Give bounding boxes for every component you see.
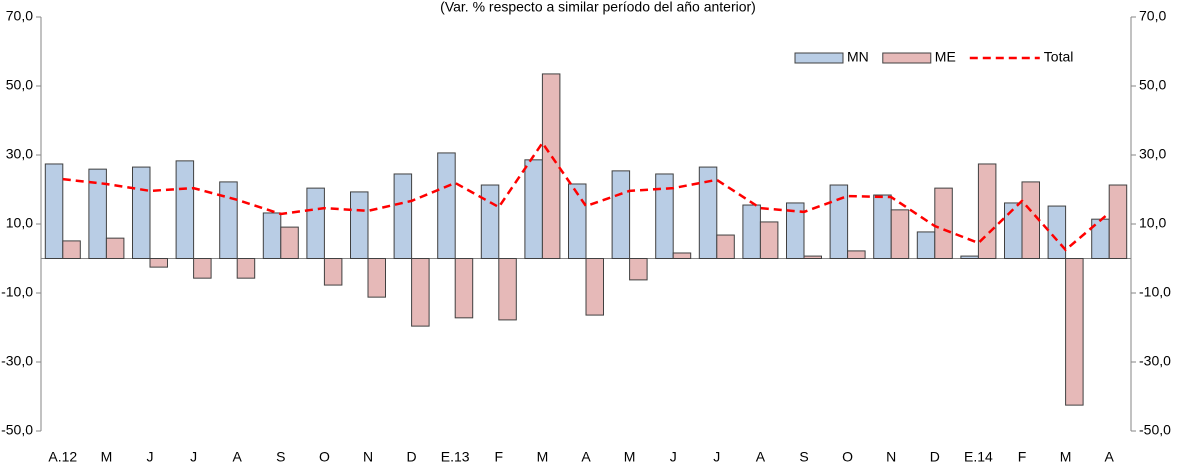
bar [524, 159, 543, 259]
y2-tick-label: -10,0 [1139, 284, 1171, 300]
bar [629, 258, 648, 281]
bar [306, 187, 325, 259]
legend-swatch [882, 52, 932, 64]
bar [393, 173, 413, 260]
bar [262, 212, 282, 260]
bar [742, 204, 761, 259]
bar [88, 168, 107, 260]
bar [829, 184, 849, 259]
x-tick-label: E.13 [441, 449, 470, 465]
bar [350, 191, 369, 259]
bar [698, 166, 718, 259]
bar [175, 160, 195, 260]
bar [149, 258, 168, 268]
x-tick-label: J [147, 449, 154, 465]
x-tick-label: O [319, 449, 330, 465]
legend-label: ME [935, 49, 956, 65]
y-tick-label: 70,0 [6, 8, 33, 24]
y-tick-label: 10,0 [6, 215, 33, 231]
y2-tick-label: -30,0 [1139, 353, 1171, 369]
bar [977, 163, 997, 259]
bar [62, 240, 81, 259]
x-tick-label: M [537, 449, 549, 465]
y-tick-label: -50,0 [1, 422, 33, 438]
bar [236, 258, 256, 279]
x-tick-label: S [276, 449, 285, 465]
y2-tick-label: -50,0 [1139, 422, 1171, 438]
x-tick-label: F [495, 449, 504, 465]
bar [873, 194, 892, 260]
bar [1047, 205, 1067, 259]
bar [759, 221, 779, 259]
bar [498, 258, 517, 321]
bar [44, 163, 64, 259]
bar [934, 187, 953, 259]
bar [367, 258, 386, 298]
bar [193, 258, 212, 279]
bar [132, 166, 151, 259]
bar [716, 234, 735, 259]
y-tick-label: -30,0 [1, 353, 33, 369]
bar [219, 181, 238, 259]
bar [847, 250, 866, 260]
legend-swatch [794, 52, 844, 64]
bar [454, 258, 474, 319]
chart-subtitle: (Var. % respecto a similar período del a… [440, 0, 756, 15]
x-tick-label: S [799, 449, 808, 465]
bar [786, 202, 805, 259]
x-tick-label: A [756, 449, 766, 465]
y2-tick-label: 10,0 [1139, 215, 1166, 231]
bar [960, 255, 979, 259]
bar [541, 73, 561, 259]
bar [437, 152, 456, 259]
legend-label: Total [1044, 49, 1074, 65]
x-tick-label: J [190, 449, 197, 465]
bar [916, 231, 936, 259]
y2-tick-label: 70,0 [1139, 8, 1166, 24]
x-tick-label: A [233, 449, 243, 465]
bar [655, 173, 674, 260]
x-tick-label: N [886, 449, 896, 465]
bar [1108, 184, 1128, 259]
bar [323, 258, 343, 286]
bar [1021, 181, 1040, 259]
x-tick-label: M [624, 449, 636, 465]
x-tick-label: N [363, 449, 373, 465]
line [62, 140, 1111, 252]
bar [611, 170, 631, 259]
x-tick-label: A [581, 449, 591, 465]
bar [1065, 258, 1084, 406]
bar [411, 258, 430, 327]
x-tick-label: J [713, 449, 720, 465]
bar [568, 183, 587, 259]
bar [480, 184, 500, 259]
legend-label: MN [847, 49, 869, 65]
x-tick-label: D [407, 449, 417, 465]
bar [1004, 202, 1023, 259]
y-tick-label: -10,0 [1, 284, 33, 300]
bar [672, 252, 692, 259]
x-tick-label: F [1018, 449, 1027, 465]
x-tick-label: M [101, 449, 113, 465]
bar [890, 209, 910, 259]
x-tick-label: A [1105, 449, 1115, 465]
y2-tick-label: 50,0 [1139, 77, 1166, 93]
x-tick-label: E.14 [964, 449, 993, 465]
x-tick-label: J [670, 449, 677, 465]
y-tick-label: 50,0 [6, 77, 33, 93]
bar [585, 258, 604, 316]
bar [280, 226, 299, 259]
x-tick-label: D [930, 449, 940, 465]
y2-tick-label: 30,0 [1139, 146, 1166, 162]
bar [105, 237, 125, 260]
y-tick-label: 30,0 [6, 146, 33, 162]
x-tick-label: A.12 [48, 449, 77, 465]
x-tick-label: O [842, 449, 853, 465]
bar [803, 255, 822, 259]
x-tick-label: M [1060, 449, 1072, 465]
